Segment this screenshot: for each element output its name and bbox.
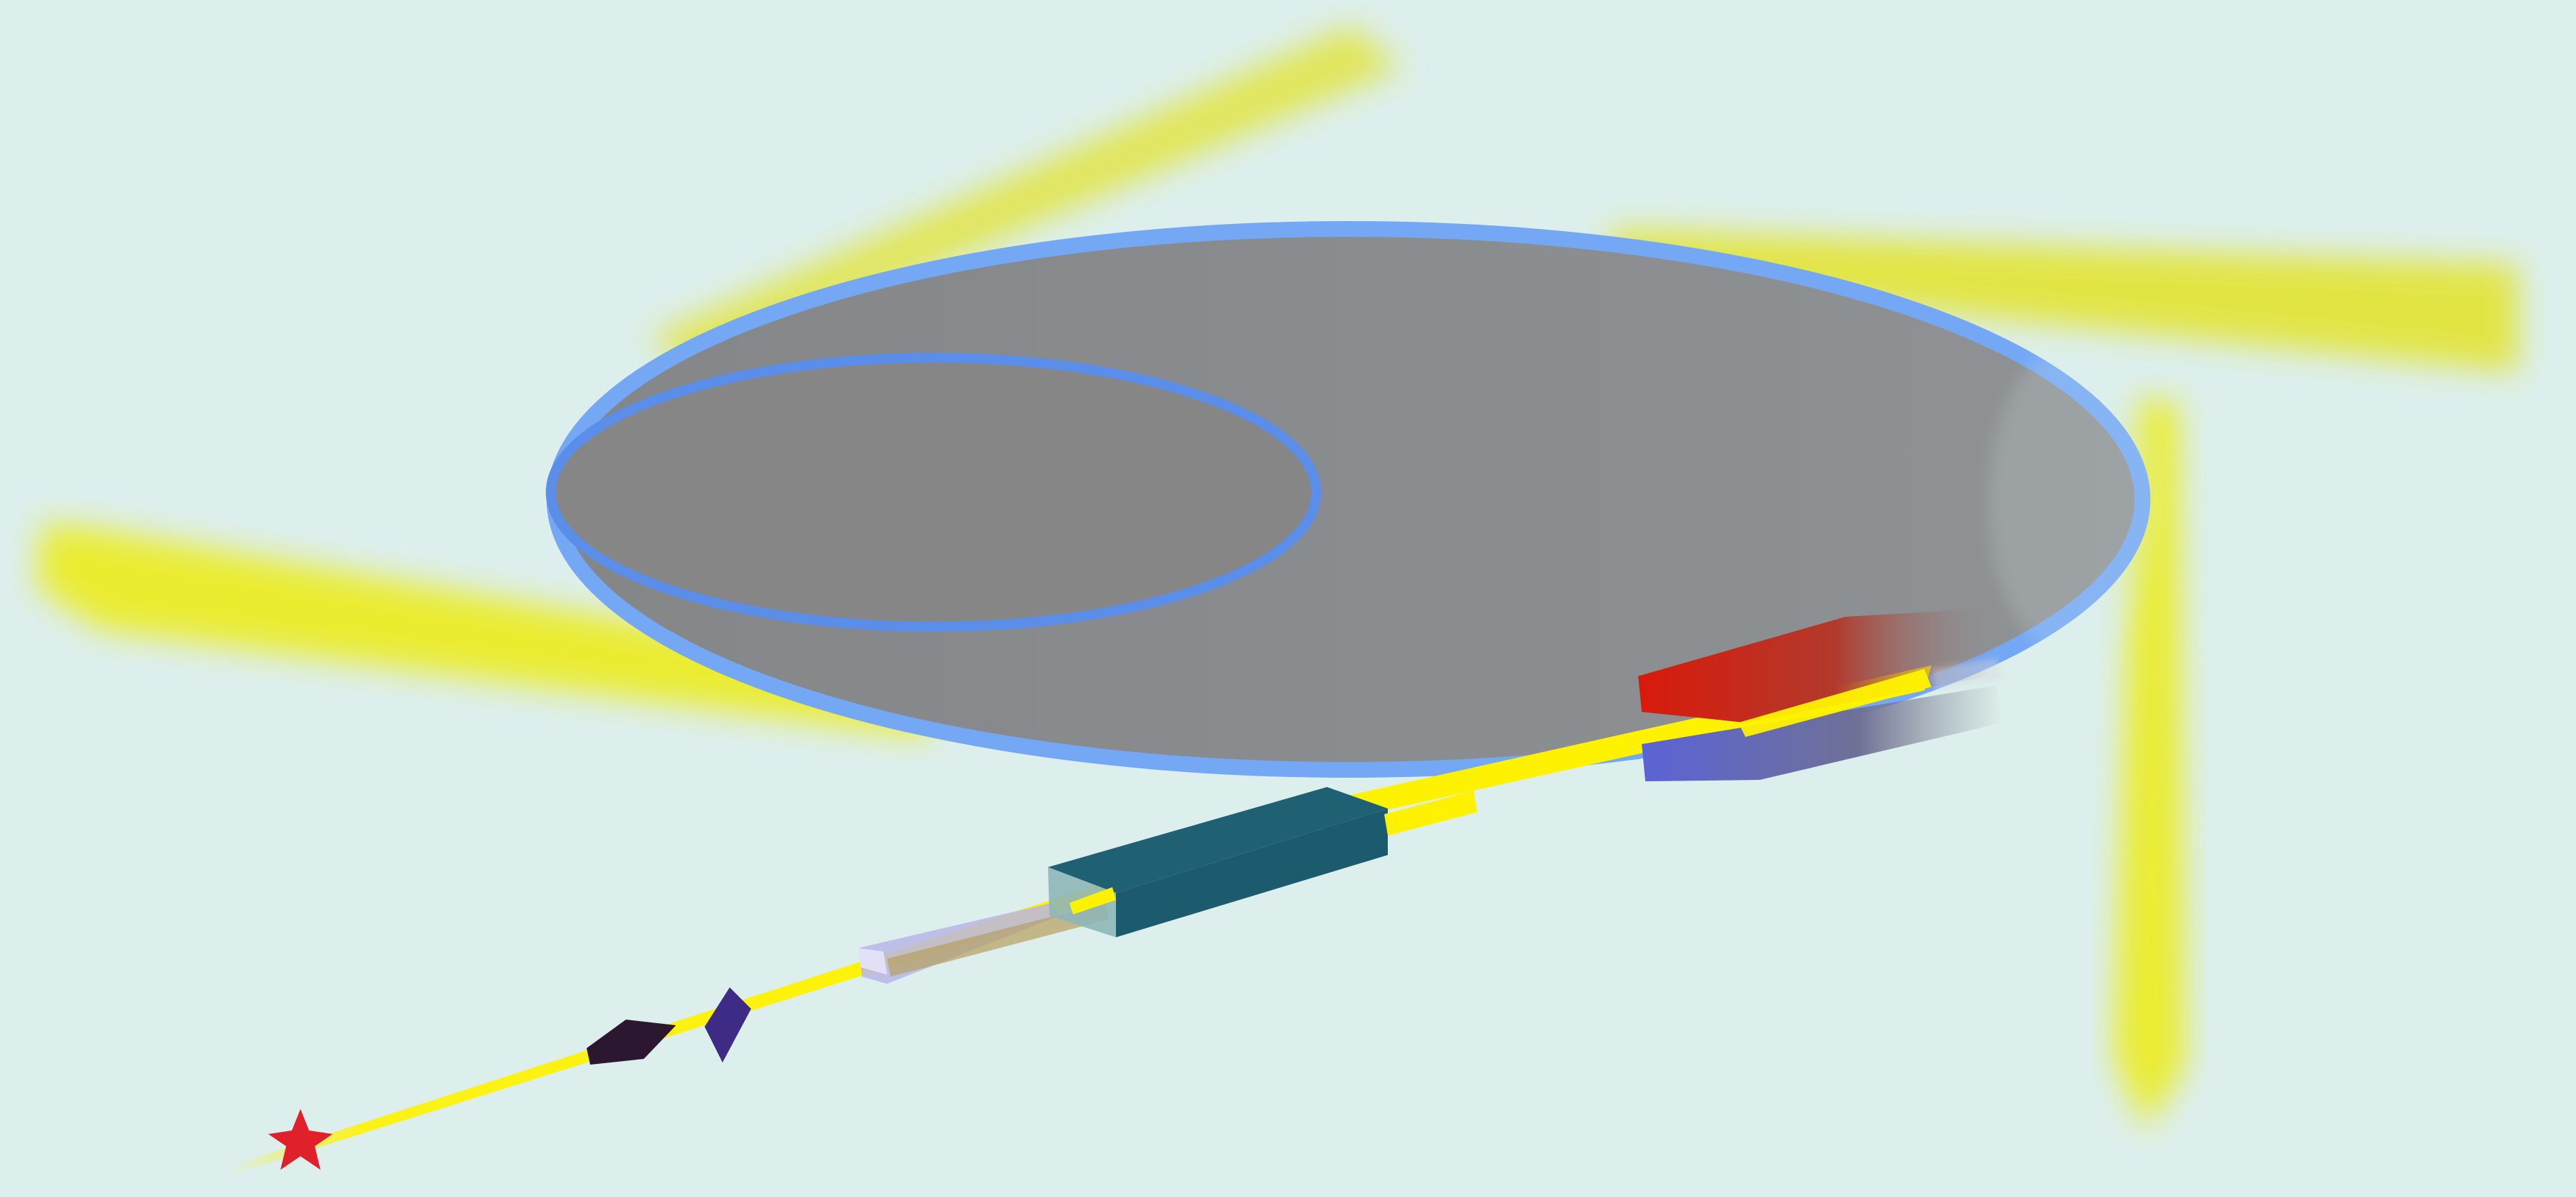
focusing-element-1 (587, 1020, 676, 1065)
output-beam-right (1610, 229, 2518, 372)
bending-magnet-top (1638, 608, 1996, 723)
storage-ring (546, 221, 2160, 778)
focusing-element-2 (705, 987, 751, 1062)
source-star-icon (268, 1109, 333, 1170)
linac-top (1048, 787, 1388, 893)
linac-side (1116, 808, 1388, 937)
inner-ring (546, 353, 1321, 632)
bending-magnet (1638, 608, 2003, 781)
injection-chamber (858, 903, 1109, 984)
linac (1048, 787, 1388, 937)
focusing-elements (587, 987, 751, 1065)
beam-through-magnet (1738, 669, 1931, 737)
bending-magnet-bottom (1642, 685, 2003, 781)
output-beam-left (36, 522, 930, 737)
